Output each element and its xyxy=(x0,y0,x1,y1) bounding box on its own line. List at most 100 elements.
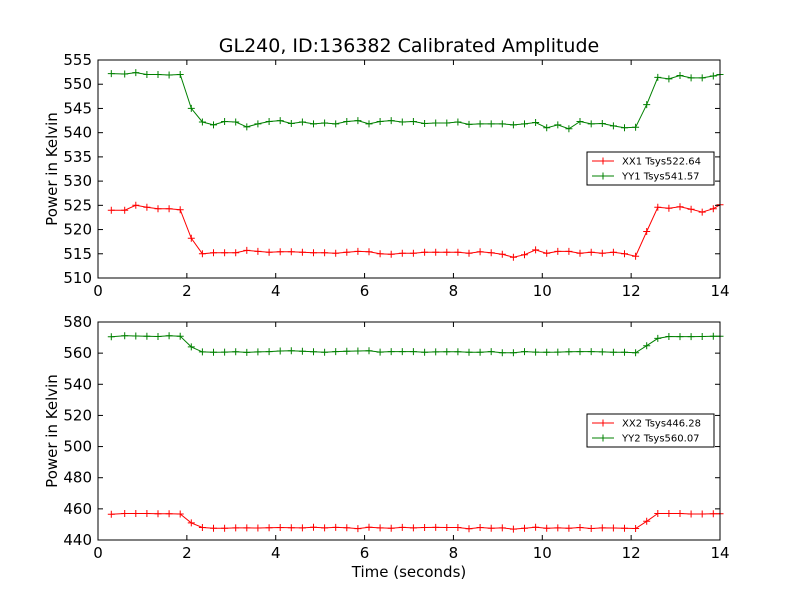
data-point xyxy=(654,203,662,211)
y-axis-label: Power in Kelvin xyxy=(43,112,61,226)
data-point xyxy=(421,524,429,531)
data-point xyxy=(465,348,473,356)
data-point xyxy=(432,523,440,531)
data-point xyxy=(698,510,706,518)
legend-entry: XX1 Tsys522.64 xyxy=(622,157,701,168)
data-point xyxy=(107,70,115,78)
data-point xyxy=(210,121,217,129)
data-point xyxy=(387,524,395,532)
series-2 xyxy=(107,332,724,357)
data-point xyxy=(576,348,584,356)
data-point xyxy=(132,201,140,209)
data-point xyxy=(465,249,473,257)
data-point xyxy=(154,510,162,518)
data-point xyxy=(565,125,573,133)
data-point xyxy=(687,510,695,518)
data-point xyxy=(554,121,562,129)
data-point xyxy=(643,342,651,350)
legend-marker xyxy=(599,419,607,427)
x-tick-label: 0 xyxy=(93,544,103,562)
data-point xyxy=(465,525,473,533)
data-point xyxy=(665,333,673,340)
data-point xyxy=(509,121,517,129)
data-point xyxy=(576,524,584,531)
data-point xyxy=(265,118,273,125)
data-point xyxy=(621,250,628,258)
data-point xyxy=(654,510,662,517)
data-point xyxy=(165,510,173,518)
data-point xyxy=(354,525,362,533)
data-point xyxy=(598,120,606,127)
y-tick-label: 540 xyxy=(63,375,92,393)
data-point xyxy=(376,118,384,125)
x-tick-label: 2 xyxy=(182,282,192,300)
data-point xyxy=(676,203,684,211)
data-point xyxy=(243,246,251,254)
data-point xyxy=(243,123,251,131)
data-point xyxy=(709,205,717,213)
data-point xyxy=(687,205,695,213)
data-point xyxy=(176,510,184,518)
data-point xyxy=(454,524,462,531)
data-point xyxy=(521,524,528,532)
data-point xyxy=(210,249,217,257)
y-tick-label: 440 xyxy=(63,531,92,549)
data-point xyxy=(221,348,229,356)
data-point xyxy=(687,74,695,82)
data-point xyxy=(454,348,462,356)
legend: XX1 Tsys522.64 YY1 Tsys541.57 xyxy=(586,151,715,186)
data-point xyxy=(598,249,606,257)
data-point xyxy=(498,524,506,532)
data-point xyxy=(676,72,684,79)
data-point xyxy=(632,252,640,260)
data-point xyxy=(365,523,373,531)
data-point xyxy=(498,349,506,357)
y-tick-label: 460 xyxy=(63,500,92,518)
x-tick-label: 10 xyxy=(533,282,552,300)
data-point xyxy=(509,525,517,533)
data-point xyxy=(676,510,684,517)
data-point xyxy=(176,332,184,340)
data-point xyxy=(498,120,506,128)
data-point xyxy=(132,332,140,340)
data-point xyxy=(321,348,329,356)
data-point xyxy=(398,249,406,257)
data-point xyxy=(165,332,173,340)
data-point xyxy=(287,347,295,355)
data-point xyxy=(343,248,351,256)
y-tick-label: 520 xyxy=(63,406,92,424)
data-point xyxy=(643,101,651,109)
legend-marker xyxy=(599,434,607,442)
data-point xyxy=(454,118,462,126)
data-point xyxy=(409,524,417,532)
data-point xyxy=(698,74,706,82)
data-point xyxy=(609,122,617,130)
data-point xyxy=(632,525,640,532)
x-tick-label: 8 xyxy=(449,544,459,562)
data-point xyxy=(487,249,495,257)
series-2 xyxy=(107,69,724,133)
data-point xyxy=(354,247,362,255)
x-tick-label: 14 xyxy=(710,282,729,300)
data-point xyxy=(165,71,173,79)
data-point xyxy=(609,348,617,356)
data-point xyxy=(443,248,451,256)
x-tick-label: 12 xyxy=(622,544,641,562)
data-point xyxy=(532,523,540,531)
data-point xyxy=(365,347,373,355)
data-point xyxy=(387,348,395,356)
data-point xyxy=(387,250,395,258)
data-point xyxy=(232,249,240,257)
data-point xyxy=(254,120,262,128)
data-point xyxy=(165,205,173,213)
data-point xyxy=(398,523,406,531)
data-point xyxy=(632,349,640,357)
data-point xyxy=(476,348,484,356)
data-point xyxy=(654,73,662,81)
data-point xyxy=(409,348,417,356)
data-point xyxy=(398,348,406,356)
data-point xyxy=(121,510,129,517)
y-tick-label: 525 xyxy=(63,196,92,214)
data-point xyxy=(521,348,528,356)
data-point xyxy=(532,246,540,254)
